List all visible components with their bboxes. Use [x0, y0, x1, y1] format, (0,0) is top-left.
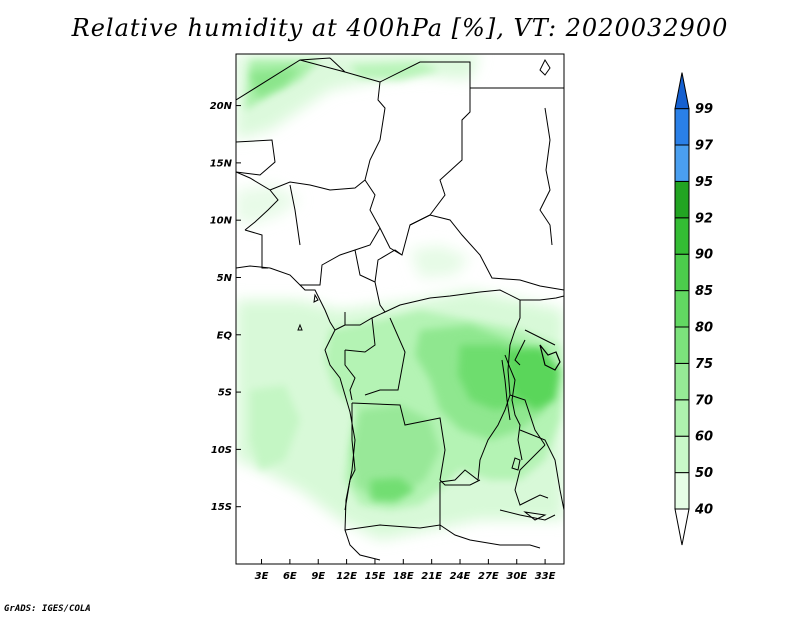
lon-tick-label: 15E	[365, 571, 386, 582]
chart-title: Relative humidity at 400hPa [%], VT: 202…	[71, 14, 729, 42]
lon-tick-label: 24E	[450, 571, 471, 582]
colorbar-label: 80	[695, 321, 713, 336]
colorbar-bin	[674, 326, 690, 364]
colorbar-bin	[674, 144, 690, 182]
colorbar-bin	[674, 508, 690, 546]
colorbar-label: 40	[694, 503, 713, 518]
latitude-axis: 20N 15N 10N 5N EQ 5S 10S 15S	[210, 101, 241, 513]
colorbar-label: 95	[695, 175, 713, 190]
colorbar-label: 92	[695, 211, 713, 226]
lat-tick-label: 20N	[210, 101, 233, 112]
lat-tick-label: 5S	[218, 388, 232, 399]
colorbar-label: 99	[695, 102, 713, 117]
colorbar-bin	[674, 217, 690, 255]
colorbar-label: 75	[695, 357, 713, 372]
colorbar-bin	[674, 399, 690, 437]
lon-tick-label: 30E	[506, 571, 527, 582]
lon-tick-label: 9E	[311, 571, 325, 582]
lon-tick-label: 12E	[336, 571, 357, 582]
lon-tick-label: 18E	[393, 571, 414, 582]
colorbar-bin	[674, 290, 690, 328]
longitude-axis: 3E 6E 9E 12E 15E 18E 21E 24E 27E 30E 33E	[255, 559, 556, 582]
colorbar-label: 85	[695, 284, 713, 299]
colorbar-bin	[674, 472, 690, 510]
colorbar-label: 70	[695, 393, 713, 408]
colorbar-bin	[674, 362, 690, 401]
colorbar-bin	[674, 180, 690, 219]
lat-tick-label: EQ	[217, 330, 233, 341]
colorbar-bin	[674, 108, 690, 146]
colorbar-label: 90	[695, 248, 713, 263]
colorbar-label: 97	[695, 139, 714, 154]
lon-tick-label: 21E	[421, 571, 442, 582]
country-borders	[236, 57, 564, 561]
colorbar: 40 50 60 70 75 80 85 90 92 95 97 99	[674, 72, 714, 546]
lat-tick-label: 5N	[217, 273, 233, 284]
lon-tick-label: 3E	[255, 571, 269, 582]
colorbar-label: 60	[695, 430, 713, 445]
grads-credit: GrADS: IGES/COLA	[4, 604, 91, 614]
colorbar-bin	[674, 72, 690, 110]
colorbar-label: 50	[695, 466, 713, 481]
lat-tick-label: 10N	[210, 216, 233, 227]
lat-tick-label: 15S	[211, 502, 232, 513]
lon-tick-label: 27E	[478, 571, 499, 582]
colorbar-bin	[674, 435, 690, 474]
lat-tick-label: 10S	[211, 445, 232, 456]
map-frame	[235, 53, 565, 565]
lat-tick-label: 15N	[210, 158, 233, 169]
lon-tick-label: 6E	[283, 571, 297, 582]
lon-tick-label: 33E	[535, 571, 556, 582]
colorbar-bin	[674, 253, 690, 292]
